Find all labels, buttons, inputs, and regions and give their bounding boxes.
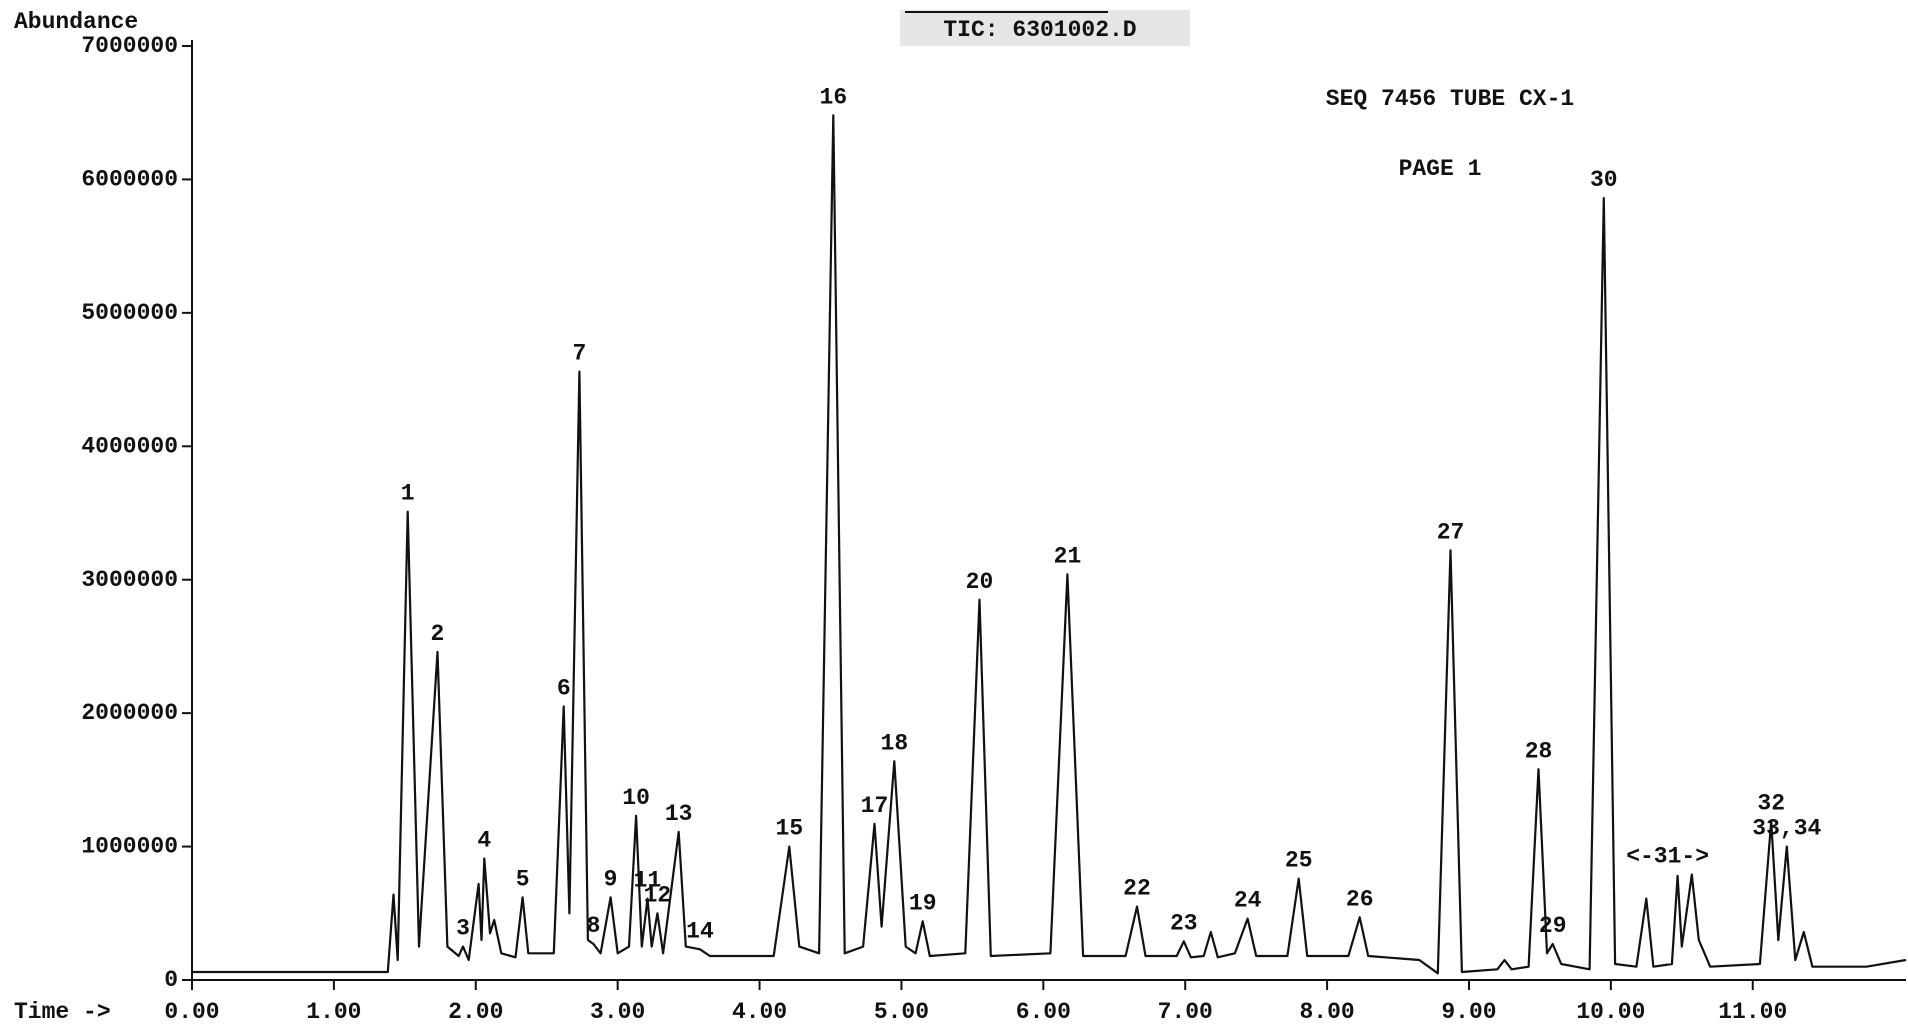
peak-label: 32 — [1757, 790, 1785, 816]
x-tick-label: 5.00 — [874, 999, 929, 1025]
peak-label: 26 — [1346, 886, 1374, 912]
peak-label: 17 — [861, 793, 889, 819]
peak-label: 3 — [456, 916, 470, 942]
peak-label: 23 — [1170, 910, 1198, 936]
peak-label: 29 — [1539, 913, 1567, 939]
chart-title: TIC: 6301002.D — [943, 17, 1136, 43]
x-tick-label: 1.00 — [306, 999, 361, 1025]
peak-label: 13 — [665, 801, 693, 827]
y-axis-label: Abundance — [14, 9, 138, 35]
peak-label: 8 — [587, 913, 601, 939]
y-tick-label: 1000000 — [81, 834, 178, 860]
trace — [192, 114, 1907, 975]
peak-label: 1 — [401, 481, 415, 507]
peak-label: 12 — [644, 882, 672, 908]
annotation: SEQ 7456 TUBE CX-1 — [1326, 86, 1574, 112]
x-tick-label: 8.00 — [1299, 999, 1354, 1025]
x-tick-label: 3.00 — [590, 999, 645, 1025]
peak-label: 30 — [1590, 167, 1618, 193]
peak-label: 19 — [909, 890, 937, 916]
peak-label: 21 — [1054, 543, 1082, 569]
x-tick-label: 2.00 — [448, 999, 503, 1025]
peak-label: 14 — [686, 918, 714, 944]
peak-label: 18 — [881, 730, 909, 756]
peak-label: 15 — [776, 816, 804, 842]
peak-label: 24 — [1234, 888, 1262, 914]
peak-label: 7 — [572, 341, 586, 367]
annotation: PAGE 1 — [1399, 156, 1482, 182]
peak-label: 22 — [1123, 876, 1151, 902]
x-tick-label: 9.00 — [1441, 999, 1496, 1025]
y-tick-label: 6000000 — [81, 167, 178, 193]
y-tick-label: 4000000 — [81, 433, 178, 459]
peak-label: 25 — [1285, 848, 1313, 874]
peak-label: 10 — [622, 785, 650, 811]
peak-label: 27 — [1437, 519, 1465, 545]
y-tick-label: 2000000 — [81, 700, 178, 726]
title-bg — [900, 10, 1190, 46]
x-tick-label: 7.00 — [1158, 999, 1213, 1025]
peak-label: 4 — [477, 828, 491, 854]
peak-label: 6 — [557, 676, 571, 702]
x-tick-label: 10.00 — [1576, 999, 1645, 1025]
x-tick-label: 4.00 — [732, 999, 787, 1025]
x-axis-label: Time -> — [14, 999, 111, 1025]
x-tick-label: 11.00 — [1718, 999, 1787, 1025]
peak-label: 20 — [966, 569, 994, 595]
y-tick-label: 5000000 — [81, 300, 178, 326]
y-tick-label: 3000000 — [81, 567, 178, 593]
peak-label: 28 — [1525, 738, 1553, 764]
x-tick-label: 0.00 — [164, 999, 219, 1025]
x-tick-label: 6.00 — [1016, 999, 1071, 1025]
peak-label: 16 — [820, 84, 848, 110]
peak-label: <-31-> — [1626, 844, 1709, 870]
peak-label: 33,34 — [1752, 816, 1821, 842]
peak-label: 2 — [431, 621, 445, 647]
y-tick-label: 7000000 — [81, 33, 178, 59]
peak-label: 5 — [516, 866, 530, 892]
peak-label: 9 — [604, 866, 618, 892]
peak-label: 11 — [634, 868, 662, 894]
y-tick-label: 0 — [164, 967, 178, 993]
